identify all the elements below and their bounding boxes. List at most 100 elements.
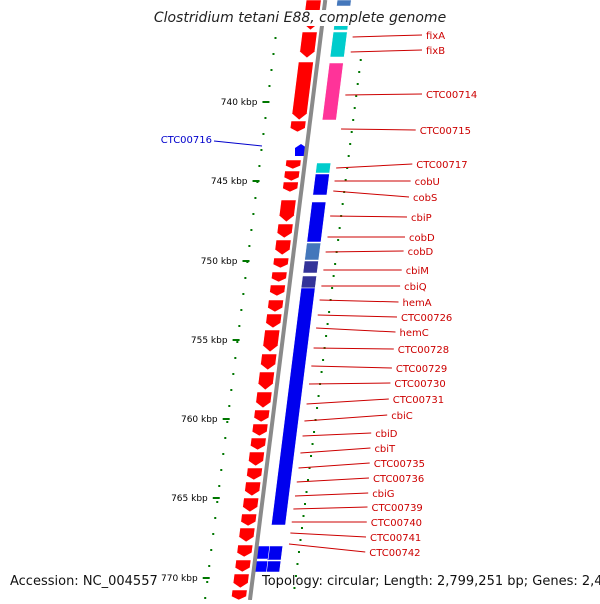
gene-leader-line — [306, 398, 389, 405]
gene-labels: fixA fixB CTC00714 CTC00715 CTC00716 CTC00717… — [161, 31, 478, 559]
ring-dot — [300, 527, 303, 529]
gene-leader-line — [302, 432, 372, 437]
scale-ticks: 740 kbp 745 kbp 750 kbp 755 kbp 760 kbp 765 k… — [161, 98, 270, 584]
forward-gene — [250, 423, 269, 437]
ring-dot — [299, 539, 302, 541]
ring-dot — [206, 581, 209, 583]
ring-dot — [244, 277, 247, 279]
gene-label-cbip: cbiP — [411, 213, 432, 224]
forward-gene — [273, 239, 292, 256]
ring-dot — [341, 203, 344, 205]
gene-leader-line — [288, 543, 366, 553]
forward-gene — [251, 409, 271, 423]
ring-dot — [268, 85, 271, 87]
forward-gene — [258, 353, 278, 371]
ring-dot — [297, 551, 300, 553]
ring-dot — [274, 37, 277, 39]
backbone-line — [247, 0, 328, 601]
ring-dot — [304, 503, 307, 505]
gene-label-hema: hemA — [403, 298, 432, 309]
ring-dot — [270, 69, 273, 71]
ring-dot — [294, 575, 297, 577]
ring-dot — [338, 227, 341, 229]
gene-label-ctc00736: CTC00736 — [373, 474, 424, 485]
ring-dot — [250, 229, 253, 231]
forward-gene — [284, 159, 302, 170]
gene-label-cobd: cobD — [408, 247, 434, 258]
gene-leader-line — [345, 93, 423, 96]
ring-dot — [293, 587, 296, 589]
ring-dot — [316, 407, 319, 409]
ring-dot — [331, 287, 334, 289]
ring-dot — [258, 165, 261, 167]
cog-segment — [306, 201, 327, 243]
ring-dot — [222, 453, 225, 455]
ring-dot — [352, 119, 355, 121]
ring-dot — [353, 107, 356, 109]
ring-dot — [260, 149, 263, 151]
gene-leader-line — [319, 299, 399, 303]
forward-gene — [261, 329, 281, 353]
gene-leader-line — [311, 365, 392, 369]
forward-gene — [246, 451, 266, 467]
scale-tick-label: 755 kbp — [191, 336, 228, 346]
scale-tick-label: 740 kbp — [221, 98, 258, 108]
gene-label-ctc00739: CTC00739 — [372, 503, 423, 514]
ring-dot — [349, 143, 352, 145]
ring-dot — [328, 311, 331, 313]
ring-dot — [332, 275, 335, 277]
forward-gene — [256, 371, 276, 391]
scale-tick-label: 750 kbp — [201, 257, 238, 267]
cog-segment — [271, 287, 316, 526]
cog-segment — [302, 260, 319, 274]
ring-dot — [216, 501, 219, 503]
forward-gene — [275, 223, 295, 239]
gene-label-ctc00735: CTC00735 — [374, 459, 425, 470]
scale-tick-label: 745 kbp — [211, 177, 248, 187]
ring-dot — [212, 533, 215, 535]
gene-label-cbim: cbiM — [406, 266, 429, 277]
cog-segment — [300, 275, 317, 289]
ring-dot — [210, 549, 213, 551]
gene-leader-line — [300, 447, 371, 454]
cog-segment — [304, 242, 322, 261]
gene-label-cobs: cobS — [413, 193, 437, 204]
gene-label-ctc00715: CTC00715 — [420, 126, 471, 137]
gene-leader-line — [298, 462, 370, 469]
ring-dot — [355, 95, 358, 97]
gene-leader-line — [330, 215, 408, 218]
cog-segment — [315, 162, 332, 174]
ring-dot — [346, 167, 349, 169]
gene-label-ctc00730: CTC00730 — [394, 379, 445, 390]
accession-label: Accession: NC_004557 — [10, 574, 158, 589]
ring-dot — [326, 323, 329, 325]
gene-leader-line — [352, 34, 423, 38]
ring-dot — [325, 335, 328, 337]
ring-dot — [242, 293, 245, 295]
forward-gene — [231, 573, 251, 589]
forward-gene — [290, 61, 314, 121]
cog-segment — [336, 0, 352, 7]
gene-label-ctc00726: CTC00726 — [401, 313, 452, 324]
gene-label-ctc00717: CTC00717 — [416, 160, 467, 171]
forward-gene — [253, 391, 273, 409]
ring-dot — [224, 437, 227, 439]
gene-leader-line — [213, 140, 263, 147]
gene-label-cobd: cobD — [409, 233, 435, 244]
ring-dot — [240, 309, 243, 311]
ring-dot — [220, 469, 223, 471]
gene-leader-line — [290, 532, 367, 538]
ring-dot — [320, 371, 323, 373]
forward-gene — [281, 181, 299, 193]
ring-dot — [359, 59, 362, 61]
forward-gene — [244, 467, 263, 481]
ring-dot — [234, 357, 237, 359]
ring-dot — [337, 239, 340, 241]
forward-gene — [282, 170, 301, 182]
ring-dot — [305, 491, 308, 493]
forward-gene — [289, 120, 307, 133]
forward-gene — [270, 271, 288, 283]
gene-leader-line — [325, 250, 404, 253]
